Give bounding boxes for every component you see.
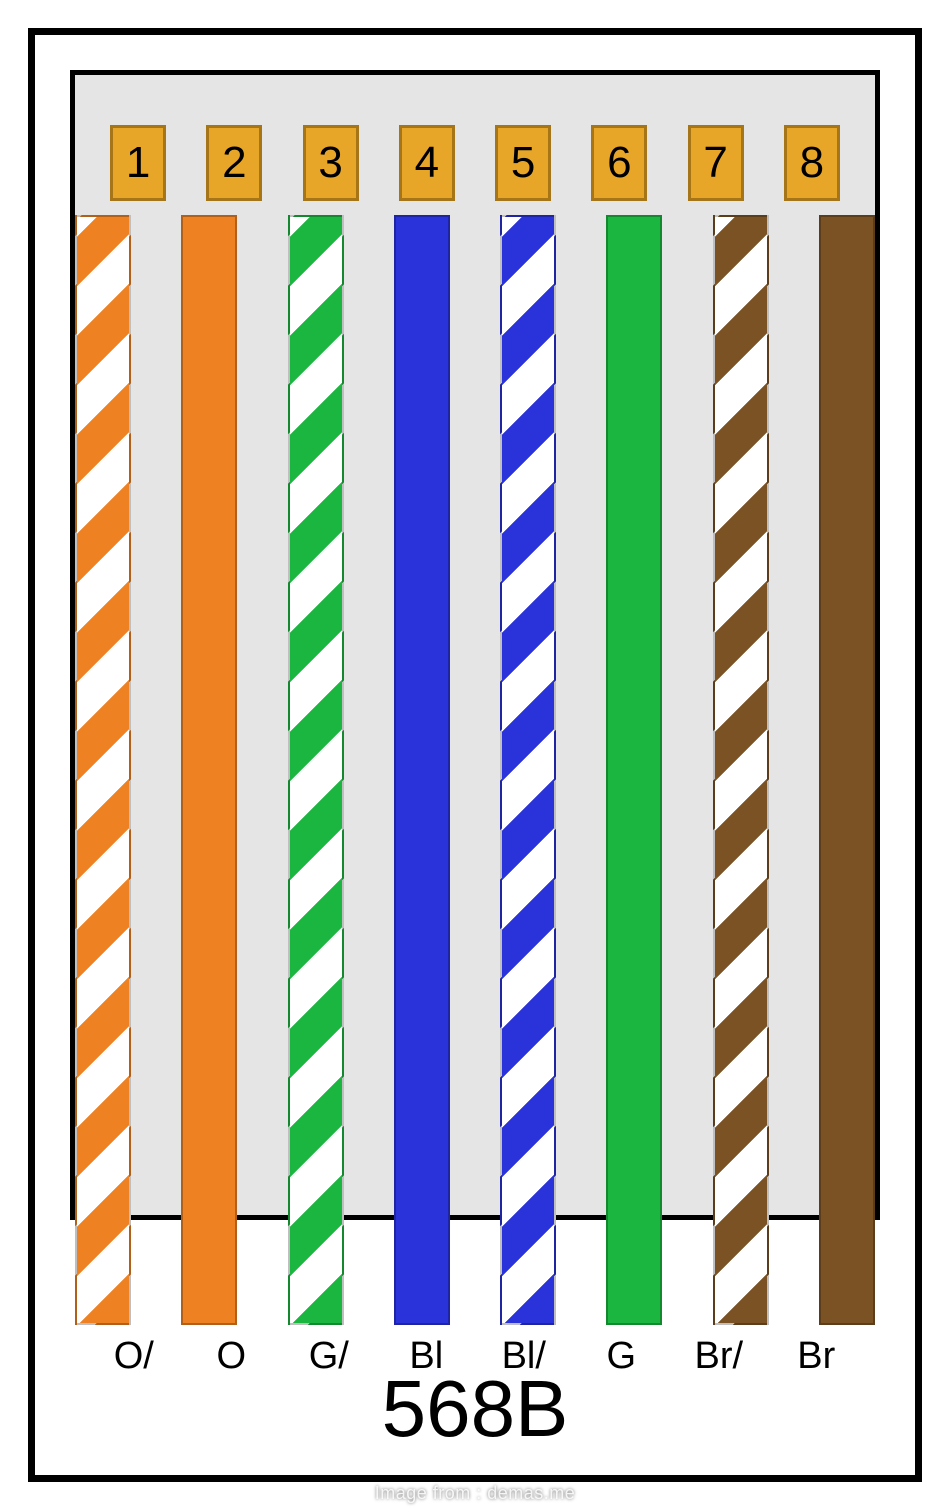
wire-4 — [394, 215, 450, 1325]
pin-2: 2 — [206, 125, 262, 201]
watermark-text: Image from : demas.me — [0, 1483, 950, 1504]
wire-2 — [181, 215, 237, 1325]
wire-6 — [606, 215, 662, 1325]
pin-1: 1 — [110, 125, 166, 201]
wire-5 — [500, 215, 556, 1325]
pin-3: 3 — [303, 125, 359, 201]
pin-6: 6 — [591, 125, 647, 201]
pin-8: 8 — [784, 125, 840, 201]
pin-7: 7 — [688, 125, 744, 201]
wires-row — [35, 215, 915, 1325]
pin-4: 4 — [399, 125, 455, 201]
wire-8 — [819, 215, 875, 1325]
outer-frame: 1 2 3 4 5 6 7 8 O/ O G/ Bl Bl/ G Br/ Br … — [28, 28, 922, 1482]
wire-7 — [713, 215, 769, 1325]
wire-1 — [75, 215, 131, 1325]
pins-row: 1 2 3 4 5 6 7 8 — [75, 125, 875, 201]
standard-title: 568B — [35, 1363, 915, 1455]
pin-5: 5 — [495, 125, 551, 201]
wire-3 — [288, 215, 344, 1325]
